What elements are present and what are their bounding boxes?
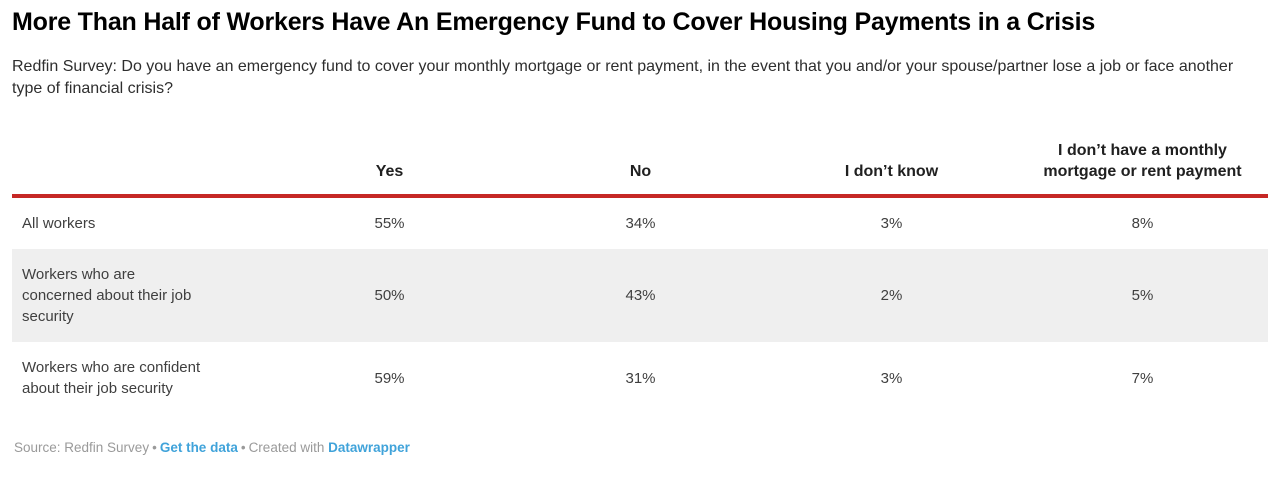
value-cell: 8% (1131, 215, 1154, 232)
value-cell: 3% (880, 369, 903, 387)
table-row: Workers who are confident about their jo… (12, 342, 1268, 414)
row-label-cell: Workers who are confident about their jo… (22, 359, 201, 397)
value-cell: 5% (1131, 287, 1154, 304)
datawrapper-link[interactable]: Datawrapper (328, 440, 410, 455)
header-row: Yes No I don’t know I don’t have a month… (12, 140, 1268, 198)
table-row: Workers who are concerned about their jo… (12, 249, 1268, 342)
value-cell: 55% (374, 215, 405, 232)
header-no-label: No (629, 163, 652, 180)
header-dont-know-label: I don’t know (844, 163, 939, 180)
row-label-cell: All workers (22, 215, 96, 232)
source-text: Source: Redfin Survey (14, 440, 150, 455)
value-cell: 43% (625, 287, 656, 304)
value-cell: 50% (374, 287, 405, 304)
get-the-data-link[interactable]: Get the data (159, 440, 238, 455)
chart-subtitle: Redfin Survey: Do you have an emergency … (12, 58, 1234, 97)
footer-separator: • (240, 440, 246, 455)
value-cell: 2% (880, 287, 903, 304)
value-cell: 7% (1131, 369, 1154, 387)
header-yes-label: Yes (375, 163, 404, 180)
header-no-payment-label: I don’t have a monthly mortgage or rent … (1043, 142, 1242, 180)
header-no: No (515, 140, 766, 198)
created-with-text: Created with (248, 440, 325, 455)
value-cell: 59% (374, 369, 405, 387)
header-no-payment: I don’t have a monthly mortgage or rent … (1017, 140, 1268, 198)
row-label-cell: Workers who are concerned about their jo… (22, 266, 192, 325)
header-empty (12, 140, 264, 198)
header-dont-know: I don’t know (766, 140, 1017, 198)
header-yes: Yes (264, 140, 515, 198)
footer: Source: Redfin Survey • Get the data • Creat… (12, 440, 1268, 455)
value-cell: 34% (625, 215, 656, 232)
chart-container: More Than Half of Workers Have An Emerge… (12, 8, 1268, 455)
table-row: All workers 55% 34% 3% 8% (12, 196, 1268, 249)
survey-table: Yes No I don’t know I don’t have a month… (12, 140, 1268, 414)
value-cell: 31% (625, 369, 656, 387)
footer-separator: • (152, 440, 157, 455)
value-cell: 3% (880, 215, 903, 232)
page-title: More Than Half of Workers Have An Emerge… (12, 8, 1096, 36)
